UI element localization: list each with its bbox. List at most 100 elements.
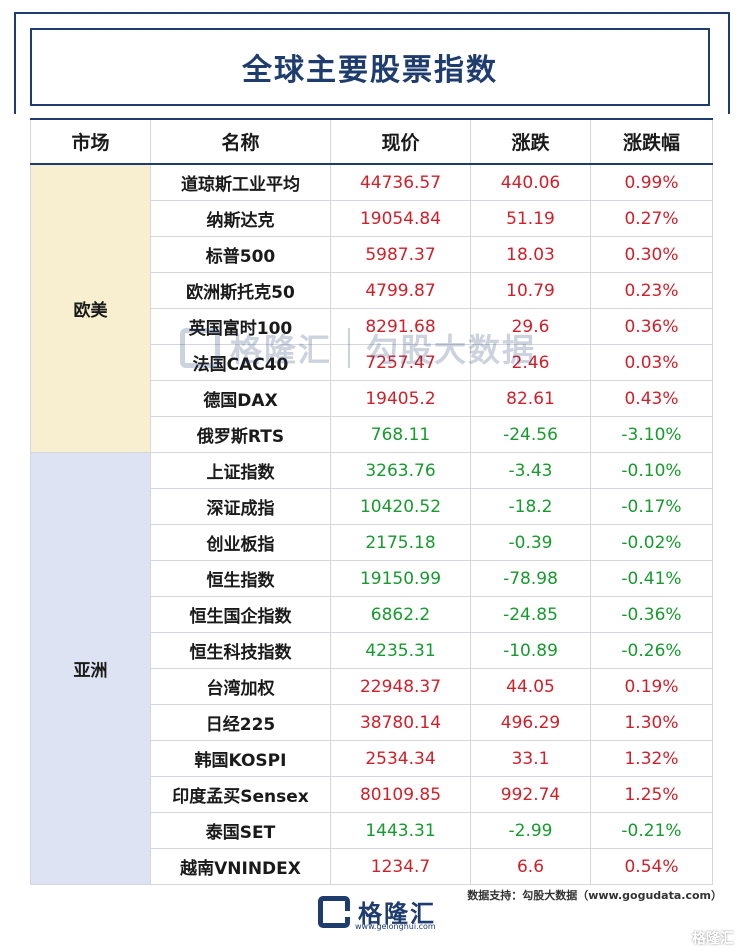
index-table: 市场 名称 现价 涨跌 涨跌幅 欧美 道琼斯工业平均 44736.57 440.06 0… bbox=[30, 118, 713, 885]
index-price: 19054.84 bbox=[330, 200, 471, 237]
header-row: 市场 名称 现价 涨跌 涨跌幅 bbox=[30, 118, 713, 165]
index-pct: 0.19% bbox=[590, 668, 713, 705]
index-change: -24.85 bbox=[470, 596, 591, 633]
index-price: 1443.31 bbox=[330, 812, 471, 849]
footer-brand: 格隆汇 bbox=[358, 900, 436, 928]
table-row: 英国富时100 8291.68 29.6 0.36% bbox=[31, 308, 713, 345]
index-pct: -0.17% bbox=[590, 488, 713, 525]
index-change: -0.39 bbox=[470, 524, 591, 561]
index-change: -78.98 bbox=[470, 560, 591, 597]
index-name: 恒生指数 bbox=[150, 560, 331, 597]
index-name: 恒生科技指数 bbox=[150, 632, 331, 669]
index-price: 1234.7 bbox=[330, 848, 471, 885]
index-change: -3.43 bbox=[470, 452, 591, 489]
index-price: 44736.57 bbox=[330, 163, 471, 201]
table-row: 创业板指 2175.18 -0.39 -0.02% bbox=[31, 524, 713, 561]
index-pct: -0.41% bbox=[590, 560, 713, 597]
index-pct: 1.25% bbox=[590, 776, 713, 813]
table-row: 深证成指 10420.52 -18.2 -0.17% bbox=[31, 488, 713, 525]
index-price: 768.11 bbox=[330, 416, 471, 453]
index-change: -24.56 bbox=[470, 416, 591, 453]
table-row: 日经225 38780.14 496.29 1.30% bbox=[31, 704, 713, 741]
page-title: 全球主要股票指数 bbox=[242, 53, 498, 88]
index-change: 2.46 bbox=[470, 344, 591, 381]
index-name: 印度孟买Sensex bbox=[150, 776, 331, 813]
index-name: 上证指数 bbox=[150, 452, 331, 489]
table-row: 印度孟买Sensex 80109.85 992.74 1.25% bbox=[31, 776, 713, 813]
index-pct: 0.43% bbox=[590, 380, 713, 417]
index-change: -10.89 bbox=[470, 632, 591, 669]
index-name: 纳斯达克 bbox=[150, 200, 331, 237]
index-change: 440.06 bbox=[470, 163, 591, 201]
header-pct: 涨跌幅 bbox=[590, 118, 713, 165]
footer-logo: 格隆汇 bbox=[318, 894, 436, 929]
index-price: 4235.31 bbox=[330, 632, 471, 669]
index-name: 日经225 bbox=[150, 704, 331, 741]
index-pct: -0.21% bbox=[590, 812, 713, 849]
index-pct: -0.10% bbox=[590, 452, 713, 489]
index-price: 3263.76 bbox=[330, 452, 471, 489]
index-pct: 1.32% bbox=[590, 740, 713, 777]
table-row: 恒生科技指数 4235.31 -10.89 -0.26% bbox=[31, 632, 713, 669]
index-name: 英国富时100 bbox=[150, 308, 331, 345]
gelonghui-footer-logo-icon bbox=[318, 895, 350, 928]
index-pct: 0.54% bbox=[590, 848, 713, 885]
index-pct: 0.03% bbox=[590, 344, 713, 381]
index-name: 道琼斯工业平均 bbox=[150, 163, 331, 201]
index-change: 18.03 bbox=[470, 236, 591, 273]
index-price: 38780.14 bbox=[330, 704, 471, 741]
index-price: 8291.68 bbox=[330, 308, 471, 345]
index-change: 992.74 bbox=[470, 776, 591, 813]
index-pct: -3.10% bbox=[590, 416, 713, 453]
table-row: 韩国KOSPI 2534.34 33.1 1.32% bbox=[31, 740, 713, 777]
index-price: 6862.2 bbox=[330, 596, 471, 633]
table-row: 法国CAC40 7257.47 2.46 0.03% bbox=[31, 344, 713, 381]
table-row: 恒生指数 19150.99 -78.98 -0.41% bbox=[31, 560, 713, 597]
market-label: 欧美 bbox=[30, 163, 151, 453]
index-pct: -0.26% bbox=[590, 632, 713, 669]
index-change: 44.05 bbox=[470, 668, 591, 705]
index-name: 深证成指 bbox=[150, 488, 331, 525]
index-pct: 0.36% bbox=[590, 308, 713, 345]
table-row: 亚洲 上证指数 3263.76 -3.43 -0.10% bbox=[30, 452, 713, 885]
index-pct: -0.36% bbox=[590, 596, 713, 633]
index-name: 标普500 bbox=[150, 236, 331, 273]
table-row: 欧美 道琼斯工业平均 44736.57 440.06 0.99% bbox=[30, 163, 713, 453]
index-change: -2.99 bbox=[470, 812, 591, 849]
index-pct: 1.30% bbox=[590, 704, 713, 741]
table-row: 俄罗斯RTS 768.11 -24.56 -3.10% bbox=[31, 416, 713, 453]
header-name: 名称 bbox=[150, 118, 331, 165]
corner-watermark: 格隆汇 bbox=[692, 931, 734, 947]
index-change: 82.61 bbox=[470, 380, 591, 417]
index-name: 创业板指 bbox=[150, 524, 331, 561]
index-price: 19150.99 bbox=[330, 560, 471, 597]
footer-brand-url: www.gelonghui.com bbox=[355, 922, 436, 931]
index-name: 越南VNINDEX bbox=[150, 848, 331, 885]
title-box: 全球主要股票指数 bbox=[30, 28, 710, 106]
table-row: 欧洲斯托克50 4799.87 10.79 0.23% bbox=[31, 272, 713, 309]
header-change: 涨跌 bbox=[470, 118, 591, 165]
index-name: 欧洲斯托克50 bbox=[150, 272, 331, 309]
index-pct: 0.23% bbox=[590, 272, 713, 309]
index-pct: 0.99% bbox=[590, 163, 713, 201]
index-name: 法国CAC40 bbox=[150, 344, 331, 381]
index-price: 7257.47 bbox=[330, 344, 471, 381]
index-change: 6.6 bbox=[470, 848, 591, 885]
header-market: 市场 bbox=[30, 118, 151, 165]
index-change: 33.1 bbox=[470, 740, 591, 777]
index-price: 2534.34 bbox=[330, 740, 471, 777]
index-change: 10.79 bbox=[470, 272, 591, 309]
index-pct: 0.27% bbox=[590, 200, 713, 237]
index-price: 22948.37 bbox=[330, 668, 471, 705]
index-change: 51.19 bbox=[470, 200, 591, 237]
index-name: 韩国KOSPI bbox=[150, 740, 331, 777]
index-change: 29.6 bbox=[470, 308, 591, 345]
index-price: 2175.18 bbox=[330, 524, 471, 561]
table-row: 台湾加权 22948.37 44.05 0.19% bbox=[31, 668, 713, 705]
index-price: 80109.85 bbox=[330, 776, 471, 813]
index-change: -18.2 bbox=[470, 488, 591, 525]
index-price: 10420.52 bbox=[330, 488, 471, 525]
index-name: 台湾加权 bbox=[150, 668, 331, 705]
index-name: 德国DAX bbox=[150, 380, 331, 417]
index-pct: 0.30% bbox=[590, 236, 713, 273]
